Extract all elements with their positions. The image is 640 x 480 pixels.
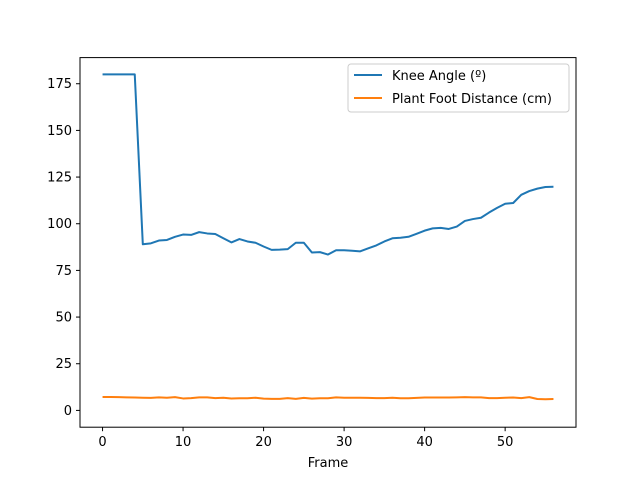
x-tick-label: 0 [98,435,106,450]
y-tick-label: 100 [47,217,72,232]
y-tick-label: 75 [55,264,72,279]
series-line-plant-foot-distance-cm [102,395,554,401]
series-line-knee-angle [102,73,554,256]
series-layer [102,73,554,401]
x-tick-label: 20 [255,435,272,450]
legend-label-plant-foot-distance: Plant Foot Distance (cm) [392,92,552,107]
y-tick-label: 50 [55,311,72,326]
x-tick-label: 40 [416,435,433,450]
y-tick-label: 125 [47,171,72,186]
legend: Knee Angle (º) Plant Foot Distance (cm) [347,63,570,113]
ticks-layer: 0 10 20 30 40 50 0 25 50 75 100 125 150 175 [47,77,513,450]
y-tick-label: 150 [47,124,72,139]
x-tick-label: 10 [175,435,192,450]
legend-box [347,63,570,113]
x-tick-label: 30 [336,435,353,450]
x-tick-label: 50 [497,435,514,450]
x-axis-label: Frame [308,456,349,471]
y-tick-label: 25 [55,357,72,372]
y-tick-label: 175 [47,77,72,92]
y-tick-label: 0 [64,404,72,419]
axes-frame [79,57,577,428]
legend-label-knee-angle: Knee Angle (º) [392,69,486,84]
